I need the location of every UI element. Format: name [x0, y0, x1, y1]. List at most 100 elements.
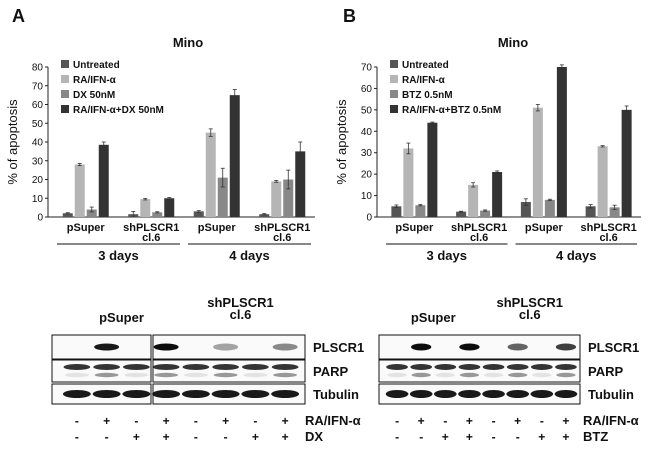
bar — [456, 211, 467, 217]
bar — [556, 67, 567, 217]
blot-band — [482, 390, 505, 398]
y-tick-label: 20 — [361, 170, 373, 181]
blot-band — [152, 364, 180, 370]
blot-band — [124, 372, 149, 378]
treatment-sign: - — [253, 414, 257, 428]
day-group-label: 4 days — [229, 248, 269, 263]
blot-band — [94, 372, 119, 378]
blot-band — [153, 343, 179, 351]
blot-group-label: pSuper — [99, 310, 144, 325]
label-line: shPLSCR1 — [207, 295, 273, 310]
blot-band — [554, 390, 578, 398]
blot-box — [51, 359, 152, 383]
blot-band — [530, 364, 553, 370]
y-tick-label: 70 — [32, 81, 44, 92]
treatment-sign: + — [282, 414, 289, 428]
bar — [391, 206, 402, 217]
blot-band — [241, 364, 269, 370]
treatment-sign: - — [443, 414, 447, 428]
y-tick-label: 0 — [37, 213, 43, 224]
bar — [403, 148, 414, 217]
y-tick-label: 50 — [32, 119, 44, 130]
legend-swatch — [61, 105, 69, 113]
blot-box — [378, 359, 581, 383]
blot-band — [212, 364, 240, 370]
chart-title: Mino — [173, 35, 203, 50]
blot-band — [63, 364, 91, 370]
y-tick-label: 0 — [366, 213, 372, 224]
category-label: shPLSCR1 cl.6 — [581, 222, 637, 244]
category-label: pSuper — [395, 222, 434, 234]
treatment-sign: - — [395, 430, 399, 444]
panel-letter: B — [343, 6, 356, 26]
blot-band — [483, 372, 504, 378]
blot-group-label: pSuper — [411, 310, 456, 325]
panel-letter: A — [12, 6, 25, 26]
category-label: shPLSCR1 cl.6 — [451, 222, 507, 244]
legend-swatch — [390, 105, 398, 113]
blot-band-label: PARP — [588, 364, 623, 379]
label-line: cl.6 — [470, 232, 488, 244]
legend-label: RA/IFN-α+BTZ 0.5nM — [402, 105, 501, 116]
blot-band-label: Tubulin — [313, 387, 359, 402]
bar — [468, 184, 479, 217]
blot-band — [433, 390, 457, 398]
label-line: cl.6 — [519, 307, 541, 322]
treatment-sign: + — [163, 414, 170, 428]
label-line: cl.6 — [142, 232, 160, 244]
blot-band — [435, 372, 455, 378]
bar — [152, 212, 163, 217]
blot-band — [93, 364, 121, 370]
blot-group-label: shPLSCR1 cl.6 — [497, 295, 563, 322]
blot-band — [386, 364, 408, 370]
legend-swatch — [390, 90, 398, 98]
treatment-sign: + — [442, 430, 449, 444]
treatment-sign: + — [133, 430, 140, 444]
panel-a: A Mino 0 10 20 30 40 50 60 70 80 % of apoptosis pSup… — [5, 6, 364, 444]
blot-band — [482, 364, 505, 370]
blot-band — [506, 390, 530, 398]
treatment-sign: - — [194, 430, 198, 444]
bar — [544, 199, 555, 217]
treatment-label: RA/IFN-α — [583, 413, 639, 428]
bar — [86, 209, 97, 217]
blot-band-label: PLSCR1 — [313, 340, 364, 355]
blot-band — [458, 390, 481, 398]
blot-group-label: shPLSCR1 cl.6 — [207, 295, 273, 322]
legend-label: BTZ 0.5nM — [402, 90, 453, 101]
label-line: cl.6 — [230, 307, 252, 322]
legend-swatch — [390, 60, 398, 68]
treatment-sign: - — [134, 414, 138, 428]
label-line: shPLSCR1 — [581, 222, 637, 234]
blot-band — [530, 390, 554, 398]
bar — [74, 164, 85, 217]
day-group-label: 4 days — [556, 248, 596, 263]
category-label: shPLSCR1 cl.6 — [254, 222, 310, 244]
blot-band — [154, 372, 179, 378]
bar — [283, 179, 294, 217]
blot-band-label: PLSCR1 — [588, 340, 639, 355]
bar — [520, 202, 531, 217]
blot-band — [506, 364, 529, 370]
treatment-label: DX — [305, 429, 323, 444]
blot-band-label: Tubulin — [588, 387, 634, 402]
blot-band — [434, 364, 457, 370]
blot-band — [555, 343, 577, 351]
legend-swatch — [61, 90, 69, 98]
treatment-sign: + — [466, 414, 473, 428]
bar — [217, 177, 228, 217]
legend-swatch — [61, 75, 69, 83]
bar — [532, 107, 543, 217]
bar — [193, 211, 204, 217]
blot-band — [385, 390, 409, 398]
day-group-label: 3 days — [98, 248, 138, 263]
blot-band — [183, 372, 208, 378]
bar — [621, 109, 632, 217]
treatment-sign: + — [466, 430, 473, 444]
legend-swatch — [390, 75, 398, 83]
blot-band — [409, 390, 433, 398]
treatment-sign: + — [562, 430, 569, 444]
treatment-sign: + — [282, 430, 289, 444]
blot-box — [152, 359, 306, 383]
y-tick-label: 50 — [361, 105, 373, 116]
